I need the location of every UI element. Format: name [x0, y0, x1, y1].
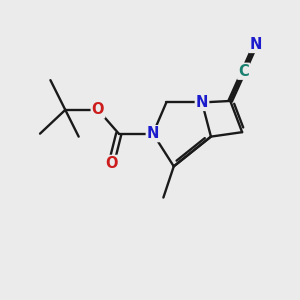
Text: O: O: [92, 102, 104, 117]
Text: O: O: [105, 156, 118, 171]
Text: N: N: [249, 37, 262, 52]
Text: N: N: [196, 95, 208, 110]
Text: N: N: [147, 126, 159, 141]
Text: C: C: [238, 64, 249, 79]
